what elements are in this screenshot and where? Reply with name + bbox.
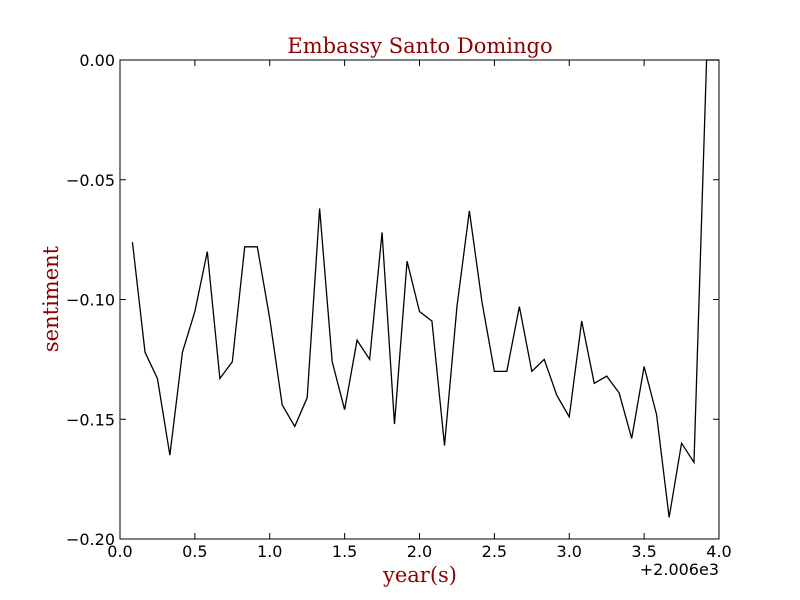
series-line [131, 59, 719, 518]
x-axis-label: year(s) [382, 563, 457, 587]
y-tick-label: −0.20 [66, 530, 115, 549]
x-tick-label: 4.0 [706, 542, 731, 561]
y-tick-label: −0.10 [66, 291, 115, 310]
y-tick-label: −0.15 [66, 410, 115, 429]
y-tick-label: 0.00 [79, 51, 115, 70]
x-tick-label: 1.5 [332, 542, 357, 561]
axes-frame [119, 59, 720, 540]
x-axis-offset-label: +2.006e3 [640, 560, 719, 579]
y-axis-label: sentiment [39, 245, 63, 352]
x-tick-label: 2.0 [407, 542, 432, 561]
x-tick-label: 1.0 [257, 542, 282, 561]
chart-title: Embassy Santo Domingo [287, 34, 552, 58]
y-axis-ticks: 0.00 −0.05 −0.10 −0.15 −0.20 [66, 51, 719, 549]
plot-area [131, 59, 719, 518]
x-tick-label: 3.0 [557, 542, 582, 561]
x-tick-label: 3.5 [631, 542, 656, 561]
y-tick-label: −0.05 [66, 171, 115, 190]
x-axis-ticks: 0.0 0.5 1.0 1.5 2.0 2.5 3.0 3.5 4.0 [107, 60, 732, 561]
x-tick-label: 2.5 [482, 542, 507, 561]
x-tick-label: 0.5 [182, 542, 207, 561]
x-tick-label: 0.0 [107, 542, 132, 561]
